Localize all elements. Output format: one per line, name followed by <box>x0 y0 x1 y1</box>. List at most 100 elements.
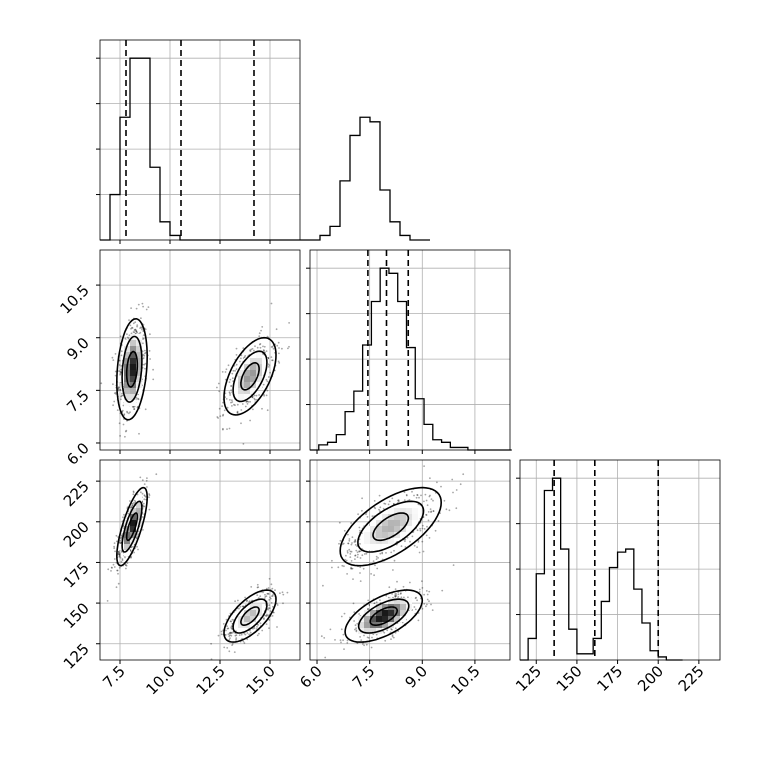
sample-point <box>422 550 425 553</box>
sample-point <box>359 572 361 574</box>
density-cell <box>238 622 244 628</box>
density-cell <box>412 514 418 520</box>
sample-point <box>140 326 143 329</box>
sample-point <box>135 307 138 310</box>
sample-point <box>240 354 243 357</box>
sample-point <box>120 560 123 563</box>
density-cell <box>394 514 400 520</box>
sample-point <box>230 625 233 628</box>
sample-point <box>268 364 271 366</box>
sample-point <box>278 347 280 349</box>
sample-point <box>141 350 144 353</box>
sample-point <box>271 359 273 362</box>
density-cell <box>130 352 136 358</box>
density-cell <box>124 352 130 358</box>
sample-point <box>244 355 247 357</box>
density-cell <box>400 610 406 616</box>
y-tick-label-2-3: 200 <box>60 518 93 551</box>
density-cell <box>250 364 256 370</box>
sample-point <box>143 483 146 485</box>
sample-point <box>347 542 350 545</box>
sample-point <box>358 550 361 553</box>
sample-point <box>123 413 126 416</box>
sample-point <box>268 619 271 621</box>
contour-1-0-1-1 <box>232 350 268 403</box>
sample-point <box>117 572 119 575</box>
density-cell <box>118 544 124 550</box>
sample-point <box>120 365 123 367</box>
sample-point <box>227 633 230 636</box>
sample-point <box>152 368 155 371</box>
sample-point <box>394 595 397 598</box>
sample-point <box>228 635 231 638</box>
sample-point <box>350 543 353 546</box>
sample-point <box>142 529 144 531</box>
sample-point <box>427 511 430 513</box>
sample-point <box>355 630 358 633</box>
sample-point <box>148 350 151 352</box>
sample-point <box>229 632 231 635</box>
sample-point <box>354 539 356 542</box>
sample-point <box>244 405 247 408</box>
sample-point <box>117 582 120 585</box>
sample-point <box>117 552 120 555</box>
sample-point <box>222 623 225 625</box>
sample-point <box>124 435 126 438</box>
sample-point <box>141 516 144 518</box>
sample-point <box>134 328 137 331</box>
sample-point <box>388 500 391 503</box>
contour-2-0-0-0 <box>125 512 139 542</box>
sample-point <box>418 496 420 499</box>
density-cell <box>124 400 130 406</box>
density-cell <box>364 622 370 628</box>
sample-point <box>222 427 224 430</box>
sample-point <box>247 401 250 403</box>
sample-point <box>272 593 275 596</box>
sample-point <box>462 473 465 476</box>
sample-point <box>146 486 148 488</box>
sample-point <box>266 389 269 392</box>
sample-point <box>139 331 142 334</box>
sample-point <box>121 409 124 412</box>
sample-point <box>144 408 147 411</box>
density-cell <box>382 598 388 604</box>
density-cell <box>364 616 370 622</box>
sample-point <box>416 599 418 602</box>
sample-point <box>235 354 238 356</box>
sample-point <box>235 637 238 639</box>
sample-point <box>324 656 327 659</box>
sample-point <box>267 592 269 595</box>
sample-point <box>395 594 398 597</box>
density-cell <box>130 388 136 394</box>
sample-point <box>393 559 396 562</box>
density-cell <box>364 526 370 532</box>
density-cell <box>124 388 130 394</box>
sample-point <box>427 519 430 522</box>
sample-point <box>144 349 146 352</box>
sample-point <box>342 542 345 545</box>
sample-point <box>354 539 357 541</box>
sample-point <box>430 603 432 606</box>
sample-point <box>390 628 392 630</box>
sample-point <box>123 513 125 516</box>
sample-point <box>142 353 145 356</box>
sample-point <box>259 595 262 598</box>
sample-point <box>346 642 349 644</box>
sample-point <box>353 620 355 622</box>
density-cell <box>406 508 412 514</box>
sample-point <box>409 540 411 543</box>
sample-point <box>394 627 397 630</box>
contour-2-1-0-1 <box>357 500 425 553</box>
sample-point <box>270 602 273 604</box>
sample-point <box>117 388 120 391</box>
sample-point <box>263 617 265 619</box>
sample-point <box>114 370 117 373</box>
sample-point <box>241 403 244 405</box>
sample-point <box>252 408 254 411</box>
sample-point <box>125 429 128 432</box>
sample-point <box>113 542 116 544</box>
sample-point <box>144 328 147 331</box>
sample-point <box>440 485 442 488</box>
density-cell <box>412 520 418 526</box>
density-cell <box>364 538 370 544</box>
